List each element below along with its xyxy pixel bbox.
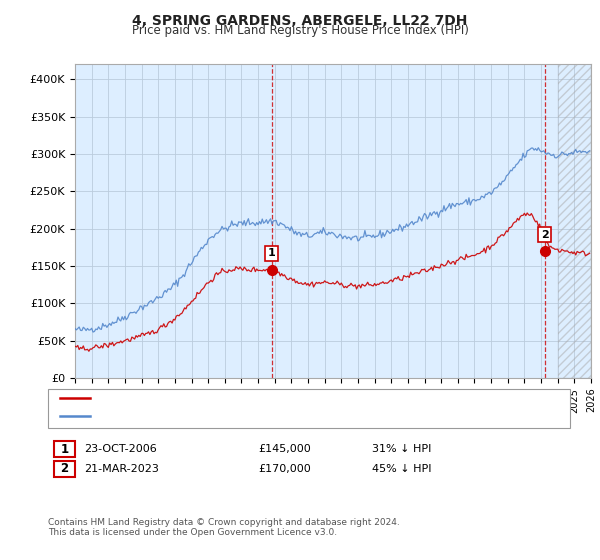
Text: 2: 2 <box>61 462 68 475</box>
Text: £145,000: £145,000 <box>258 444 311 454</box>
Text: 31% ↓ HPI: 31% ↓ HPI <box>372 444 431 454</box>
Text: 23-OCT-2006: 23-OCT-2006 <box>84 444 157 454</box>
Text: 4, SPRING GARDENS, ABERGELE, LL22 7DH: 4, SPRING GARDENS, ABERGELE, LL22 7DH <box>133 14 467 28</box>
Text: £170,000: £170,000 <box>258 464 311 474</box>
Text: HPI: Average price, detached house, Conwy: HPI: Average price, detached house, Conw… <box>96 411 324 421</box>
Text: Price paid vs. HM Land Registry's House Price Index (HPI): Price paid vs. HM Land Registry's House … <box>131 24 469 37</box>
Text: 2: 2 <box>541 230 548 240</box>
Text: 4, SPRING GARDENS, ABERGELE, LL22 7DH (detached house): 4, SPRING GARDENS, ABERGELE, LL22 7DH (d… <box>96 393 416 403</box>
Text: Contains HM Land Registry data © Crown copyright and database right 2024.
This d: Contains HM Land Registry data © Crown c… <box>48 518 400 538</box>
Text: 1: 1 <box>61 442 68 456</box>
Text: 45% ↓ HPI: 45% ↓ HPI <box>372 464 431 474</box>
Text: 21-MAR-2023: 21-MAR-2023 <box>84 464 159 474</box>
Text: 1: 1 <box>268 248 275 258</box>
